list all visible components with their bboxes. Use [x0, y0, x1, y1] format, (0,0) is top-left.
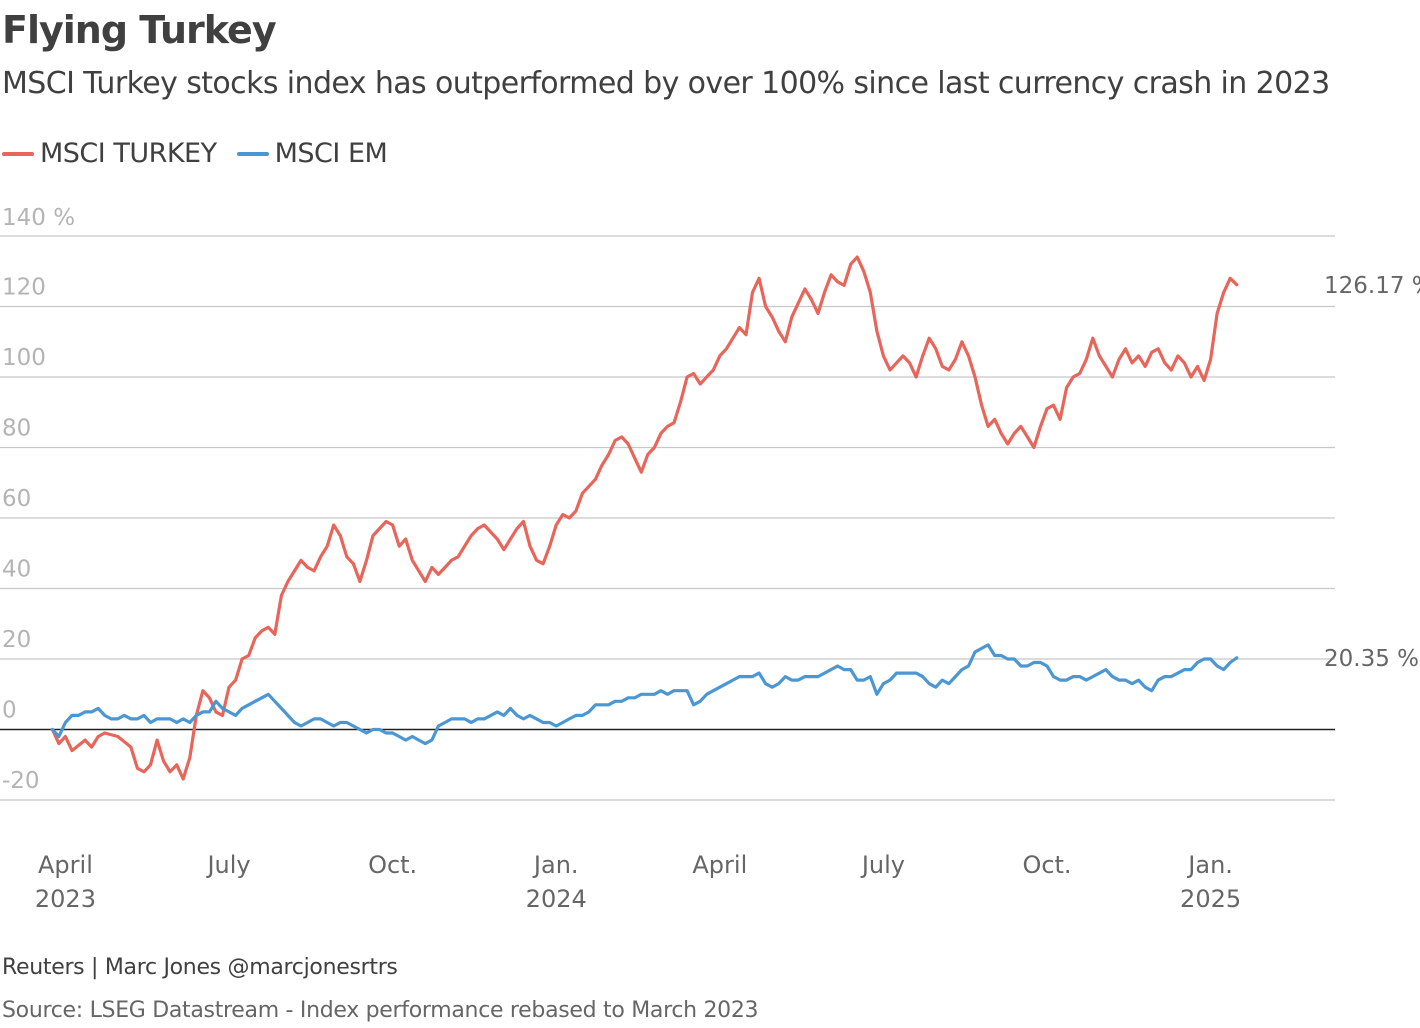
x-tick-label: April	[38, 851, 93, 879]
line-chart: 120 100 80 60 40 20 0 -20 140 % April 2023 July Oct.…	[0, 205, 1420, 913]
y-tick-label: 20	[2, 627, 31, 653]
x-tick-year-label: 2023	[35, 885, 96, 913]
x-tick-label: April	[692, 851, 747, 879]
legend-item-em: MSCI EM	[236, 138, 388, 169]
x-tick-year-label: 2024	[526, 885, 587, 913]
series-line-msci-turkey	[50, 255, 1239, 781]
y-tick-label: 140 %	[2, 205, 75, 231]
x-tick-label: Jan.	[532, 851, 579, 879]
legend-item-turkey: MSCI TURKEY	[2, 138, 217, 169]
x-tick-label: Oct.	[368, 851, 417, 879]
legend-label-turkey: MSCI TURKEY	[40, 138, 217, 169]
x-tick-year-label: 2025	[1180, 885, 1241, 913]
y-tick-label: 100	[2, 345, 46, 371]
credit-line: Reuters | Marc Jones @marcjonesrtrs	[2, 955, 398, 980]
end-label-msci-em: 20.35 %	[1324, 646, 1419, 672]
end-label-msci-turkey: 126.17 %	[1324, 273, 1420, 299]
y-tick-label: 120	[2, 275, 46, 301]
legend-swatch-turkey	[2, 151, 34, 156]
y-tick-label: 60	[2, 486, 31, 512]
legend-swatch-em	[236, 151, 269, 156]
y-tick-label: 40	[2, 557, 31, 583]
chart-subtitle: MSCI Turkey stocks index has outperforme…	[2, 66, 1330, 101]
x-tick-label: Jan.	[1186, 851, 1233, 879]
x-tick-label: July	[205, 851, 250, 879]
y-tick-label: 0	[2, 698, 17, 724]
chart-title: Flying Turkey	[2, 8, 277, 52]
y-tick-label: 80	[2, 416, 31, 442]
x-tick-label: July	[860, 851, 905, 879]
series-line-msci-em	[50, 643, 1239, 746]
x-tick-label: Oct.	[1022, 851, 1071, 879]
source-note: Source: LSEG Datastream - Index performa…	[2, 998, 759, 1023]
legend: MSCI TURKEY MSCI EM	[2, 138, 407, 169]
legend-label-em: MSCI EM	[274, 138, 388, 169]
y-tick-label: -20	[2, 768, 40, 794]
